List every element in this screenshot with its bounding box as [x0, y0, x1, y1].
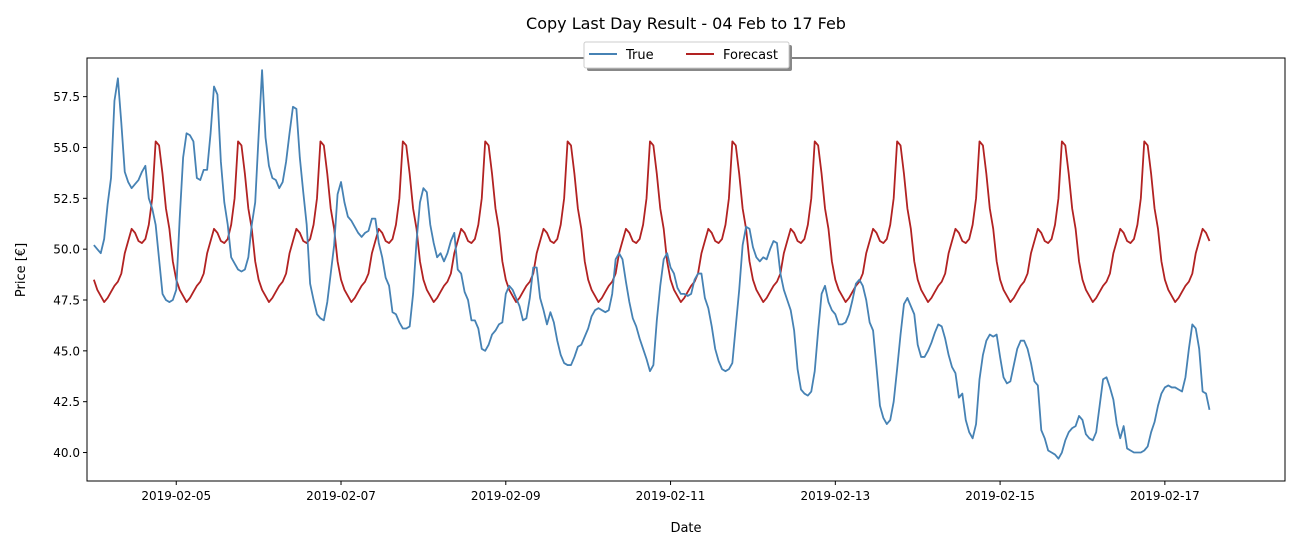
y-tick-label: 45.0 [53, 344, 80, 358]
x-axis: 2019-02-05 2019-02-07 2019-02-09 2019-02-11… [141, 481, 1200, 503]
x-tick-label: 2019-02-05 [141, 489, 211, 503]
y-tick-label: 57.5 [53, 90, 80, 104]
y-tick-label: 52.5 [53, 192, 80, 206]
x-tick-label: 2019-02-09 [471, 489, 541, 503]
x-tick-label: 2019-02-11 [636, 489, 706, 503]
x-tick-label: 2019-02-07 [306, 489, 376, 503]
y-tick-label: 50.0 [53, 243, 80, 257]
y-tick-label: 42.5 [53, 395, 80, 409]
y-tick-label: 40.0 [53, 446, 80, 460]
y-tick-label: 47.5 [53, 294, 80, 308]
y-axis: 40.0 42.5 45.0 47.5 50.0 52.5 55.0 57.5 [53, 90, 87, 460]
legend-label-true: True [625, 48, 654, 63]
x-tick-label: 2019-02-13 [800, 489, 870, 503]
x-tick-label: 2019-02-15 [965, 489, 1035, 503]
x-tick-label: 2019-02-17 [1130, 489, 1200, 503]
y-axis-label: Price [€] [14, 243, 29, 297]
x-axis-label: Date [670, 521, 701, 536]
y-tick-label: 55.0 [53, 141, 80, 155]
legend: True Forecast [583, 41, 792, 71]
chart-title: Copy Last Day Result - 04 Feb to 17 Feb [526, 14, 846, 33]
series-line-forecast [93, 140, 1211, 303]
legend-label-forecast: Forecast [723, 48, 778, 63]
series-layer [93, 69, 1211, 460]
plot-area [86, 57, 1286, 482]
series-line-true [93, 69, 1211, 460]
